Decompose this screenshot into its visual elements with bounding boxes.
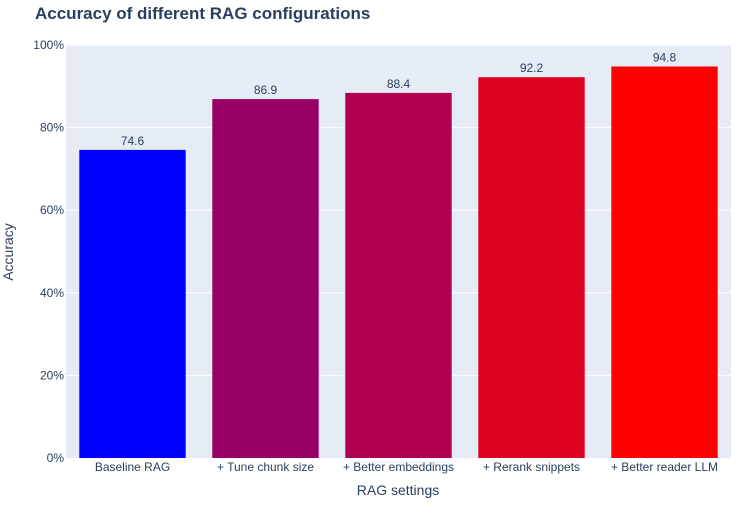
bars (79, 66, 718, 459)
x-tick-label: + Rerank snippets (483, 460, 580, 474)
y-axis-title: Accuracy (0, 223, 16, 281)
bar-value-label: 92.2 (520, 61, 544, 75)
bar-value-label: 74.6 (121, 134, 145, 148)
y-tick-label: 80% (40, 121, 64, 135)
x-tick-label: + Better reader LLM (611, 460, 718, 474)
bar[interactable] (611, 66, 718, 458)
x-tick-label: + Better embeddings (343, 460, 454, 474)
chart-title: Accuracy of different RAG configurations (35, 4, 370, 23)
bar-value-label: 88.4 (387, 77, 411, 91)
y-tick-label: 40% (40, 286, 64, 300)
data-labels: 74.6 86.9 88.4 92.2 94.8 (121, 50, 677, 147)
y-axis-ticks: 0% 20% 40% 60% 80% 100% (33, 38, 64, 465)
y-tick-label: 20% (40, 368, 64, 382)
y-tick-label: 60% (40, 203, 64, 217)
bar[interactable] (478, 77, 585, 459)
x-axis-ticks: Baseline RAG + Tune chunk size + Better em… (95, 460, 718, 474)
y-tick-label: 100% (33, 38, 64, 52)
bar[interactable] (345, 92, 452, 459)
bar-value-label: 94.8 (653, 50, 677, 64)
x-axis-title: RAG settings (357, 482, 439, 498)
x-tick-label: + Tune chunk size (217, 460, 314, 474)
y-tick-label: 0% (47, 451, 65, 465)
bar-value-label: 86.9 (254, 83, 278, 97)
bar[interactable] (212, 99, 319, 458)
bar[interactable] (79, 149, 186, 459)
x-tick-label: Baseline RAG (95, 460, 170, 474)
